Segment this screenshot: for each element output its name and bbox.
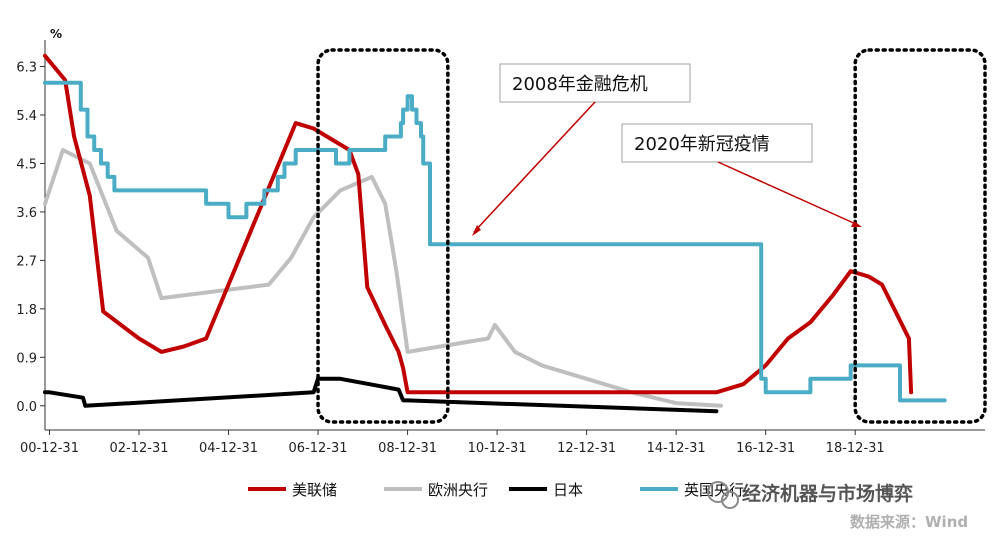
legend-label: 英国央行: [684, 481, 744, 499]
annotation-text: 2020年新冠疫情: [634, 134, 770, 155]
series-layer: [43, 53, 947, 414]
y-tick-label: 4.5: [16, 157, 37, 172]
highlight-boxes: [316, 48, 987, 424]
y-axis-unit: %: [50, 27, 62, 41]
y-tick-label: 0.9: [16, 351, 37, 366]
x-tick-label: 00-12-31: [20, 441, 79, 456]
x-tick-label: 10-12-31: [468, 441, 527, 456]
y-tick-label: 1.8: [16, 303, 37, 318]
y-tick-label: 2.7: [16, 254, 37, 269]
series-line-3: [43, 80, 947, 403]
data-source: 数据来源：Wind: [850, 513, 968, 531]
legend-label: 美联储: [292, 481, 337, 499]
annotation-2008-crisis: 2008年金融危机: [472, 63, 691, 236]
highlight-box-1: [853, 48, 987, 424]
x-tick-label: 04-12-31: [199, 441, 258, 456]
legend: 美联储 欧洲央行 日本 英国央行: [248, 481, 744, 499]
x-tick-label: 06-12-31: [289, 441, 348, 456]
x-tick-label: 14-12-31: [647, 441, 706, 456]
wechat-icon-bubble: [721, 491, 739, 509]
annotation-text: 2008年金融危机: [512, 74, 648, 95]
y-tick-label: 5.4: [16, 109, 37, 124]
legend-label: 日本: [553, 481, 583, 499]
series-line-1: [43, 148, 723, 408]
watermark-text: 经济机器与市场博弈: [742, 482, 913, 505]
annotation-box: [621, 123, 813, 163]
annotation-arrow-head: [851, 221, 862, 227]
annotation-arrow-head: [472, 225, 481, 236]
y-tick-label: 6.3: [16, 61, 37, 76]
annotation-arrow: [473, 101, 596, 233]
highlight-box-0: [316, 48, 450, 424]
x-tick-label: 08-12-31: [378, 441, 437, 456]
x-tick-label: 02-12-31: [109, 441, 168, 456]
chart-axes: 6.3 5.4 4.5 3.6 2.7 1.8 0.9 0.0 00-12-31 02-12-31…: [16, 40, 985, 456]
x-tick-label: 16-12-31: [736, 441, 795, 456]
annotation-2020-covid: 2020年新冠疫情: [621, 123, 862, 227]
annotation-arrow: [717, 161, 859, 226]
legend-label: 欧洲央行: [428, 481, 488, 499]
series-line-0: [43, 53, 914, 395]
y-tick-label: 3.6: [16, 206, 37, 221]
y-tick-label: 0.0: [16, 400, 37, 415]
x-tick-label: 12-12-31: [557, 441, 616, 456]
watermark: 经济机器与市场博弈: [707, 481, 913, 509]
annotation-box: [499, 63, 691, 103]
x-tick-label: 18-12-31: [826, 441, 885, 456]
series-line-2: [43, 376, 719, 414]
